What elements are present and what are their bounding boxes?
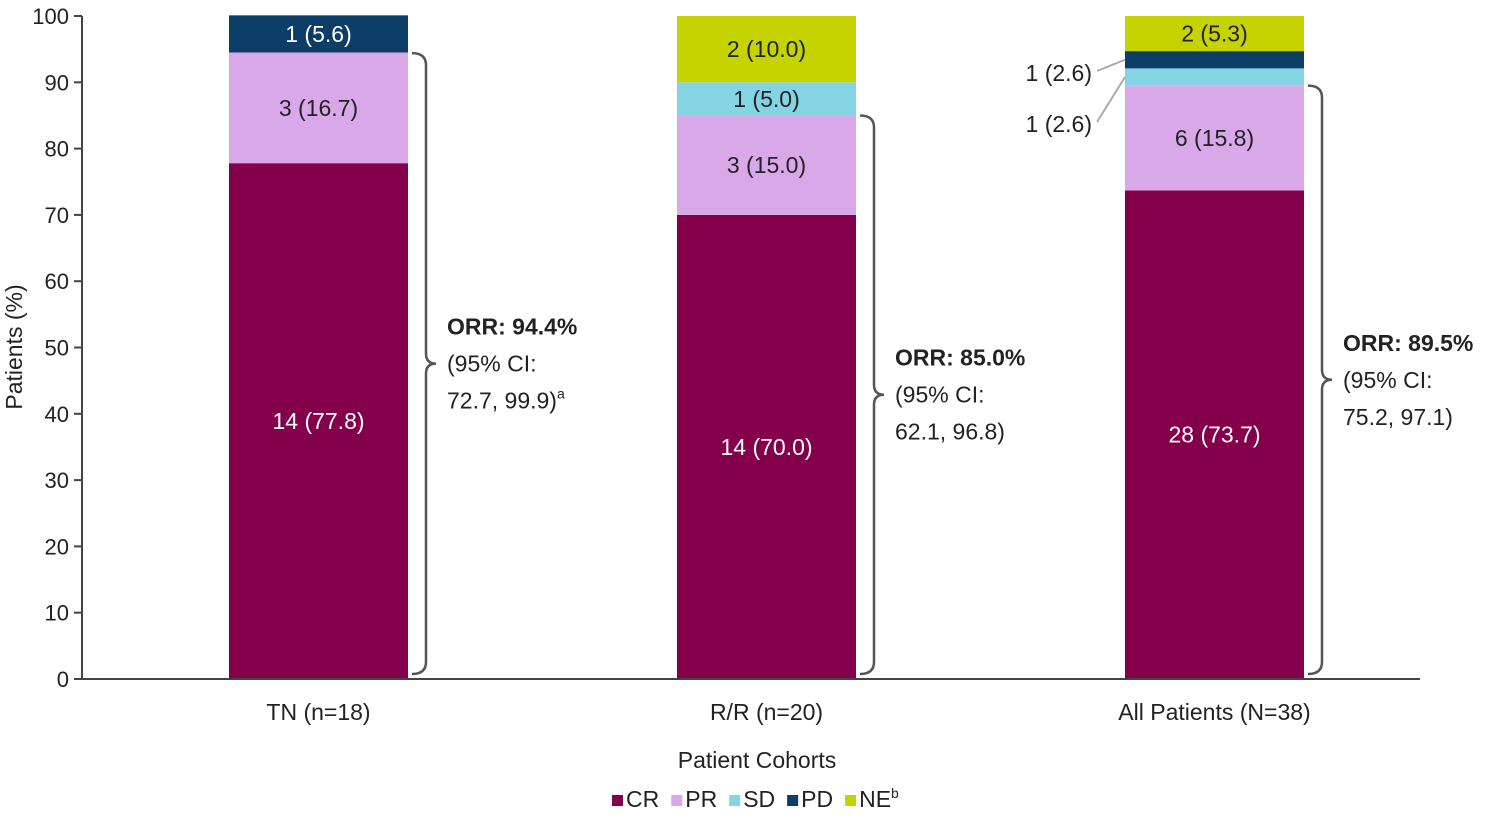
segment-label-pr: 6 (15.8) bbox=[1175, 125, 1254, 151]
legend-swatch-ne bbox=[845, 795, 857, 806]
segment-label-sd: 1 (5.0) bbox=[733, 86, 799, 112]
orr-title: ORR: 85.0% bbox=[895, 345, 1025, 371]
leader-line bbox=[1096, 58, 1126, 72]
bar-segment-pr bbox=[677, 115, 856, 215]
segment-label-cr: 28 (73.7) bbox=[1168, 422, 1260, 448]
y-tick-label: 50 bbox=[45, 336, 69, 361]
legend-swatch-sd bbox=[729, 795, 741, 806]
bars: 14 (77.8) 3 (16.7) 1 (5.6) 14 (70.0) 3 (15.0… bbox=[229, 15, 1304, 679]
orr-bracket bbox=[411, 51, 437, 676]
orr-title: ORR: 89.5% bbox=[1343, 330, 1473, 356]
bar-segment-pr bbox=[229, 52, 408, 164]
y-tick-label: 90 bbox=[45, 70, 69, 95]
orr-bracket bbox=[859, 114, 885, 676]
bar-segment-cr bbox=[1125, 190, 1304, 679]
orr-ci-values: 75.2, 97.1) bbox=[1343, 404, 1453, 430]
segment-label-cr: 14 (70.0) bbox=[720, 434, 812, 460]
legend-swatch-pd bbox=[787, 795, 799, 806]
leader-line bbox=[1096, 76, 1126, 123]
orr-ci-label: (95% CI: bbox=[447, 351, 536, 377]
orr-annotations: ORR: 94.4% (95% CI: 72.7, 99.9)a ORR: 85.0%… bbox=[411, 51, 1473, 676]
y-tick-label: 70 bbox=[45, 203, 69, 228]
y-tick-label: 80 bbox=[45, 137, 69, 162]
legend-label-sd: SD bbox=[743, 786, 775, 812]
orr-title: ORR: 94.4% bbox=[447, 314, 577, 340]
orr-ci-values: 72.7, 99.9)a bbox=[447, 386, 565, 414]
segment-label-pd: 1 (5.6) bbox=[285, 21, 351, 47]
legend-label-cr: CR bbox=[626, 786, 659, 812]
y-tick-label: 20 bbox=[45, 534, 69, 559]
x-tick-label: All Patients (N=38) bbox=[1118, 699, 1310, 725]
legend-label-pd: PD bbox=[801, 786, 833, 812]
orr-ci-values: 62.1, 96.8) bbox=[895, 419, 1005, 445]
legend-swatch-pr bbox=[671, 795, 683, 806]
bar-segment-ne bbox=[1125, 16, 1304, 52]
legend-swatch-cr bbox=[612, 795, 623, 806]
bar-segment-cr bbox=[677, 214, 856, 679]
y-tick-label: 60 bbox=[45, 269, 69, 294]
orr-ci-label: (95% CI: bbox=[1343, 367, 1432, 393]
bar-segment-pr bbox=[1125, 85, 1304, 191]
segment-label-sd: 1 (2.6) bbox=[1026, 111, 1092, 137]
y-tick-label: 40 bbox=[45, 402, 69, 427]
y-tick-label: 100 bbox=[32, 4, 69, 29]
x-tick-label: TN (n=18) bbox=[266, 699, 370, 725]
bar-segment-cr bbox=[229, 163, 408, 679]
x-tick-label: R/R (n=20) bbox=[710, 699, 823, 725]
x-axis: TN (n=18) R/R (n=20) All Patients (N=38) bbox=[82, 678, 1420, 725]
segment-label-pr: 3 (16.7) bbox=[279, 95, 358, 121]
y-tick-label: 0 bbox=[57, 667, 69, 692]
legend-label-ne: NEb bbox=[859, 785, 899, 812]
orr-bracket bbox=[1307, 84, 1333, 676]
orr-footnote-marker: a bbox=[557, 386, 565, 402]
bar-segment-sd bbox=[1125, 68, 1304, 86]
bar-segment-ne bbox=[677, 16, 856, 83]
orr-ci-label: (95% CI: bbox=[895, 382, 984, 408]
legend-label-pr: PR bbox=[685, 786, 717, 812]
segment-label-ne: 2 (5.3) bbox=[1181, 21, 1247, 47]
y-axis: 0 10 20 30 40 50 60 70 80 90 100 bbox=[32, 4, 83, 692]
x-axis-title: Patient Cohorts bbox=[678, 747, 837, 773]
bar-segment-pd bbox=[229, 15, 408, 53]
legend-footnote-marker: b bbox=[891, 785, 899, 801]
y-tick-label: 10 bbox=[45, 601, 69, 626]
segment-label-pr: 3 (15.0) bbox=[727, 152, 806, 178]
bar-segment-pd bbox=[1125, 51, 1304, 69]
y-tick-label: 30 bbox=[45, 468, 69, 493]
y-axis-title: Patients (%) bbox=[1, 284, 27, 409]
segment-label-pd: 1 (2.6) bbox=[1026, 60, 1092, 86]
bar-segment-sd bbox=[677, 82, 856, 116]
legend: CR PR SD PD NEb bbox=[612, 785, 899, 812]
segment-label-ne: 2 (10.0) bbox=[727, 36, 806, 62]
segment-label-cr: 14 (77.8) bbox=[272, 408, 364, 434]
